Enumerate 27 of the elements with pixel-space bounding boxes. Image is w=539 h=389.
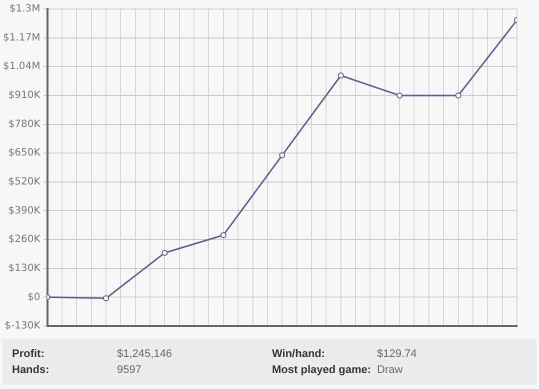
point	[220, 232, 226, 238]
text: $1,245,146	[117, 348, 174, 360]
text: Win/hand:	[272, 348, 326, 360]
y-tick-label: $1.3M	[9, 4, 40, 15]
text: Draw	[377, 364, 404, 376]
point	[102, 295, 109, 302]
y-tick-label: $-130K	[4, 320, 41, 332]
y-tick-label: $910K	[8, 90, 41, 102]
y-tick-label: $260K	[8, 234, 41, 246]
point	[455, 92, 462, 98]
y-tick-label: $0	[28, 292, 40, 303]
y-tick-label: $390K	[8, 205, 41, 216]
point	[279, 152, 286, 158]
y-tick-label: $1.17M	[2, 32, 40, 44]
y-tick-label: $780K	[8, 118, 41, 130]
text: Hands:	[12, 364, 50, 376]
y-tick-label: $650K	[8, 148, 41, 159]
point	[338, 72, 344, 79]
point	[396, 92, 403, 98]
text: Most played game:	[272, 364, 372, 376]
y-tick-label: $130K	[8, 262, 41, 274]
y-tick-label: $520K	[8, 176, 41, 188]
text: 9597	[117, 364, 142, 376]
y-tick-label: $1.04M	[2, 61, 40, 72]
text: $129.74	[377, 348, 418, 360]
text: Profit:	[12, 348, 46, 360]
point	[162, 250, 168, 256]
